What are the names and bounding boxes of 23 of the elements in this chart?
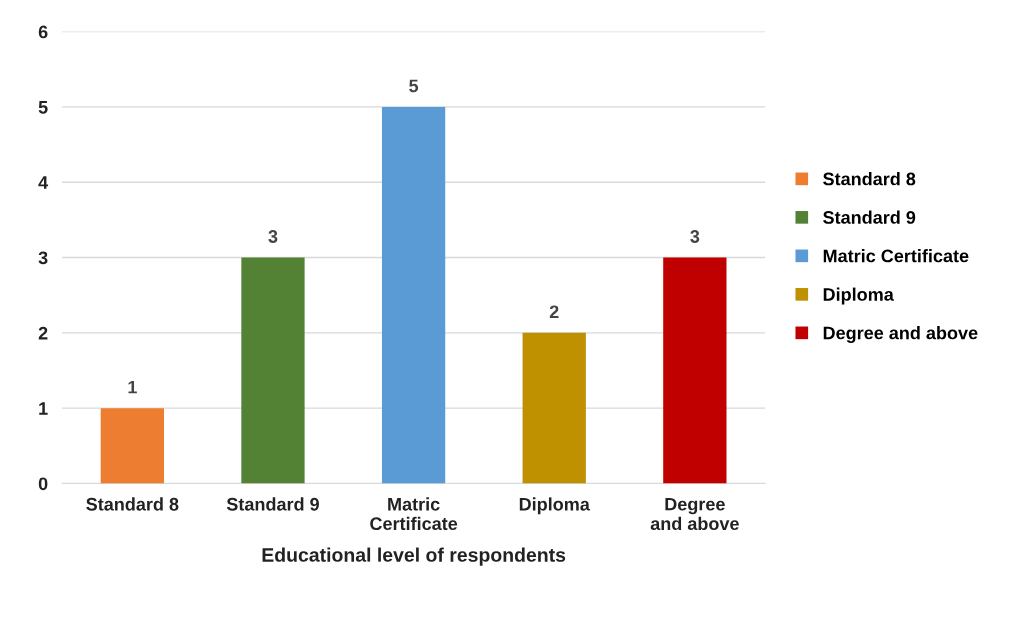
x-tick-label: Standard 8 <box>86 497 179 511</box>
x-tick-label: Degree and above <box>650 497 739 531</box>
y-tick-label: 5 <box>38 101 48 114</box>
legend-label: Standard 8 <box>823 172 916 186</box>
data-label: 3 <box>268 230 278 243</box>
x-axis-title: Educational level of respondents <box>262 547 566 566</box>
y-tick-label: 0 <box>38 477 48 491</box>
legend-label: Matric Certificate <box>823 249 969 263</box>
x-tick-label: Standard 9 <box>226 497 319 511</box>
legend-label: Degree and above <box>823 326 978 343</box>
y-tick-label: 2 <box>38 326 48 340</box>
x-tick-label: Diploma <box>519 497 590 515</box>
legend-label: Standard 9 <box>823 210 916 224</box>
y-tick-label: 4 <box>38 176 49 189</box>
y-tick-label: 1 <box>39 402 48 415</box>
x-tick-label: Matric Certificate <box>370 497 458 531</box>
data-label: 3 <box>690 230 700 243</box>
y-tick-label: 6 <box>38 25 48 39</box>
legend-label: Diploma <box>823 287 894 305</box>
data-label: 2 <box>549 305 559 318</box>
data-label: 5 <box>409 79 419 93</box>
y-tick-label: 3 <box>38 251 48 265</box>
data-label: 1 <box>128 380 137 394</box>
